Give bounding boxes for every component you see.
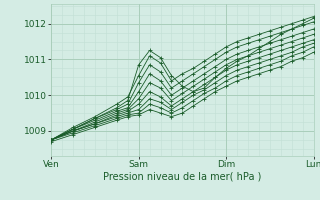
X-axis label: Pression niveau de la mer( hPa ): Pression niveau de la mer( hPa ) [103, 172, 261, 182]
